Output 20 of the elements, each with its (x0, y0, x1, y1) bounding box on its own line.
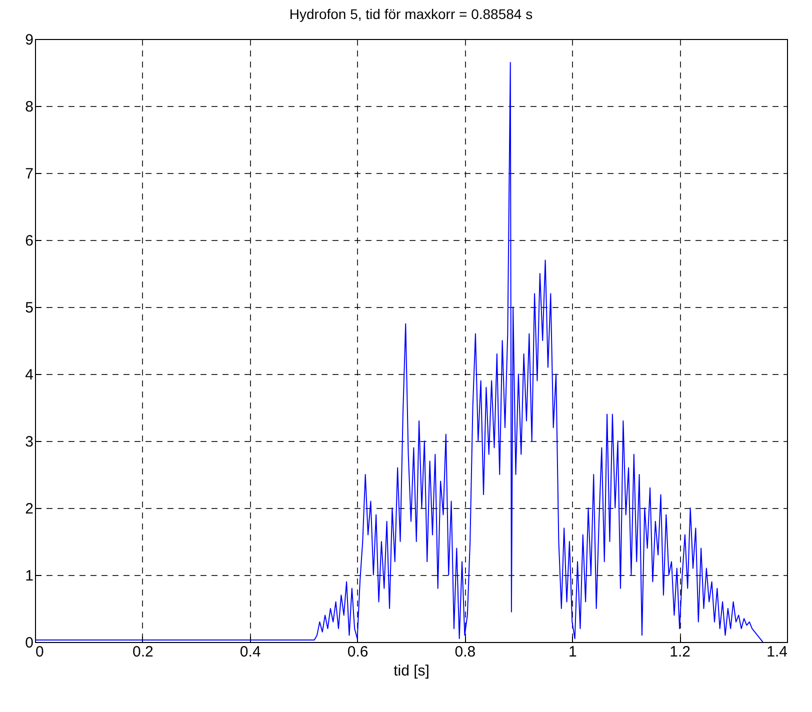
y-tick-label: 4 (25, 366, 34, 384)
y-tick-label: 1 (25, 568, 34, 584)
y-tick-label: 6 (25, 232, 34, 250)
x-tick-label: 0.8 (454, 644, 476, 660)
y-tick-label: 5 (25, 300, 34, 316)
chart-title: Hydrofon 5, tid för maxkorr = 0.88584 s (289, 6, 533, 22)
y-tick-label: 3 (25, 434, 34, 450)
x-tick-label: 0.2 (132, 644, 154, 660)
line-series (34, 62, 764, 642)
x-tick-label: 1 (568, 644, 577, 660)
x-tick-label: 1.2 (670, 644, 690, 660)
x-tick-label: 0.6 (347, 644, 368, 660)
y-tick-label: 7 (25, 166, 34, 182)
x-axis-title: tid [s] (394, 662, 430, 680)
x-tick-label: 1.4 (766, 644, 788, 660)
x-tick-label: 0.4 (240, 644, 261, 660)
y-tick-label: 8 (25, 98, 34, 116)
x-tick-label: 0 (36, 644, 44, 660)
y-tick-label: 2 (25, 500, 34, 518)
y-tick-label: 9 (25, 32, 34, 48)
